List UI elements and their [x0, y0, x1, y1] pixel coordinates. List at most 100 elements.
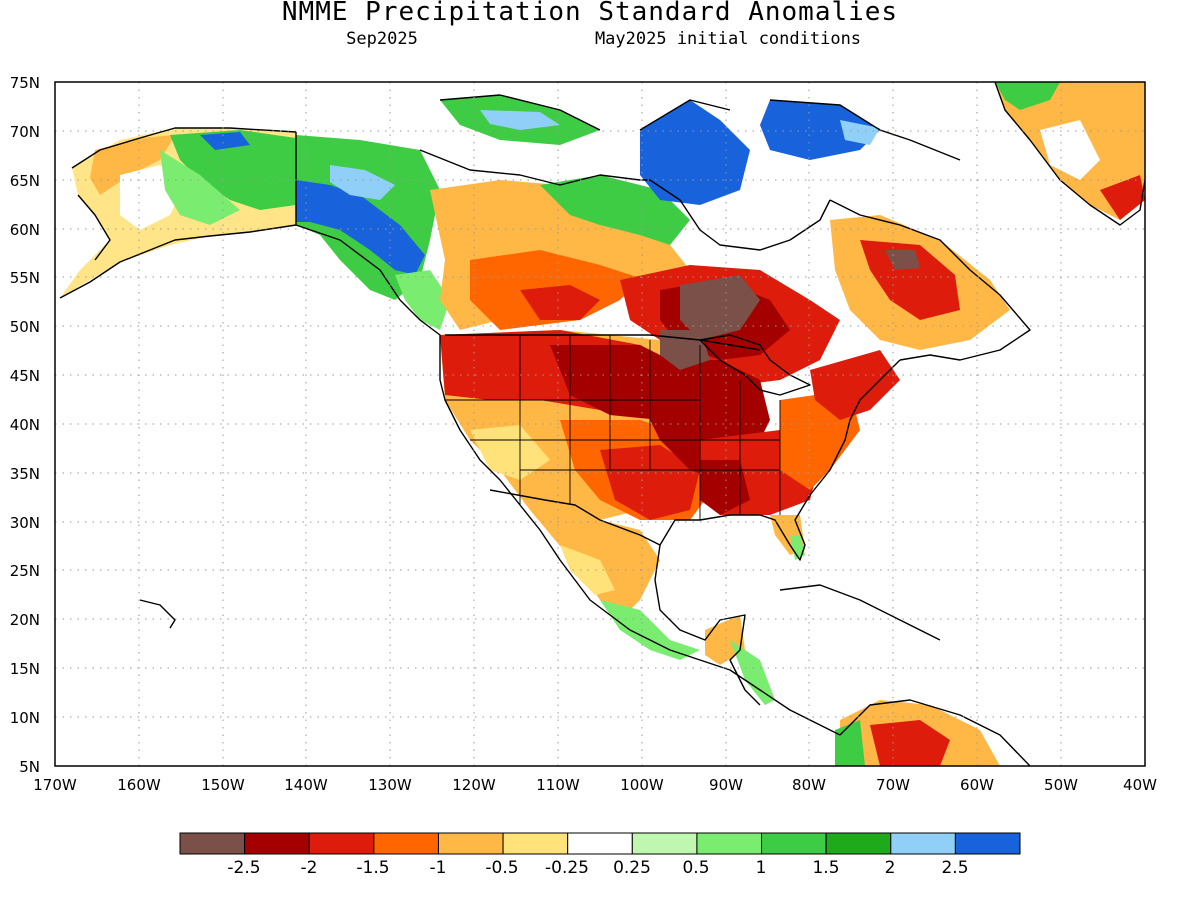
alaska-blue-area [200, 132, 250, 150]
south-america-green-area [835, 720, 865, 766]
lon-label: 90W [709, 776, 743, 794]
greenland-green-area [995, 82, 1060, 110]
colorbar-swatch [244, 832, 310, 855]
lon-label: 40W [1123, 776, 1157, 794]
valid-month-label: Sep2025 [346, 29, 418, 49]
colorbar-label: -1 [430, 858, 447, 878]
colorbar-label: 2.5 [941, 858, 968, 878]
lon-label: 150W [201, 776, 245, 794]
lat-label: 65N [10, 172, 40, 190]
pacific-coastline [399, 299, 841, 736]
colorbar-label: -0.25 [545, 858, 589, 878]
us-state-lines [445, 335, 781, 520]
colorbar-swatches [179, 832, 1021, 855]
hawaii-outline [139, 599, 176, 629]
florida-green-area [790, 535, 805, 560]
alaska-green-area [170, 130, 296, 210]
longitude-labels: 170W 160W 150W 140W 130W 120W 110W 100W … [33, 776, 1157, 794]
lat-label: 35N [10, 465, 40, 483]
colorbar-swatch [631, 832, 698, 855]
nunavut-green-area [540, 175, 690, 245]
arctic-islands-light-blue-area [480, 110, 560, 130]
northeast-red-area [810, 350, 900, 420]
lon-label: 70W [876, 776, 910, 794]
lat-label: 10N [10, 709, 40, 727]
hudson-bay-outline [649, 179, 831, 251]
colorbar-label: -2 [301, 858, 318, 878]
map-panel: 75N 70N 65N 60N 55N 50N 45N 40N 35N 30N … [10, 74, 1157, 794]
us-canada-border [445, 334, 761, 351]
quebec-brown-area [885, 250, 920, 270]
colorbar-label: -2.5 [227, 858, 260, 878]
mexico-gulf-coastline [654, 544, 761, 706]
colorbar-label: 0.25 [613, 858, 651, 878]
lon-label: 80W [792, 776, 826, 794]
colorbar-swatch [696, 832, 763, 855]
colorbar-swatch [502, 832, 569, 855]
lat-label: 45N [10, 367, 40, 385]
ontario-brown-area [680, 275, 760, 340]
gulf-coastline [659, 359, 901, 561]
colorbar-swatch [890, 832, 956, 855]
gridlines [55, 82, 1145, 766]
lat-label: 50N [10, 318, 40, 336]
prairies-dark-red-area [520, 285, 600, 320]
colorbar-label: -0.5 [485, 858, 518, 878]
lat-label: 5N [19, 758, 40, 776]
arctic-coastline [419, 94, 961, 186]
us-mexico-border [489, 489, 661, 546]
lon-label: 160W [117, 776, 161, 794]
lon-label: 120W [452, 776, 496, 794]
colorbar-label: -1.5 [356, 858, 389, 878]
greenland-white-area [1040, 120, 1100, 180]
lat-label: 70N [10, 123, 40, 141]
lat-label: 40N [10, 416, 40, 434]
yukon-light-blue-area [330, 165, 395, 200]
baffin-light-blue-area [840, 120, 880, 145]
lat-label: 20N [10, 611, 40, 629]
colorbar-label: 2 [885, 858, 896, 878]
colorbar-swatch [437, 832, 504, 855]
mississippi-dark-red-area [700, 460, 750, 515]
southwest-yellow-area [470, 425, 550, 480]
lat-label: 55N [10, 269, 40, 287]
colorbar-swatch [825, 832, 892, 855]
colorbar-swatch [567, 832, 633, 855]
great-lakes-outline [699, 334, 811, 396]
alaska-light-green-area [160, 150, 240, 225]
alaska-orange-area [90, 135, 175, 195]
greenland-red-area [1100, 175, 1145, 220]
central-america-green-area [730, 640, 775, 705]
yukon-blue-area [296, 180, 425, 275]
map-frame [54, 81, 1146, 767]
initial-conditions-label: May2025 initial conditions [595, 29, 861, 49]
colorbar-swatch [179, 832, 246, 855]
lon-label: 130W [368, 776, 412, 794]
labrador-coastline [829, 199, 1031, 361]
lon-label: 140W [284, 776, 328, 794]
baffin-blue-area [760, 100, 880, 160]
colorbar-label: 1 [756, 858, 767, 878]
lat-label: 30N [10, 514, 40, 532]
south-america-red-area [870, 720, 950, 766]
colorbar-label: 1.5 [812, 858, 839, 878]
lon-label: 60W [960, 776, 994, 794]
quebec-red-area [860, 240, 960, 320]
bc-coast-green-area [395, 270, 450, 330]
map-title: NMME Precipitation Standard Anomalies [282, 0, 898, 27]
lat-label: 15N [10, 660, 40, 678]
lon-label: 100W [620, 776, 664, 794]
lon-label: 170W [33, 776, 77, 794]
lat-label: 75N [10, 74, 40, 92]
caribbean-coastline [779, 584, 1031, 766]
colorbar-swatch [761, 832, 827, 855]
colorbar-labels: -2.5 -2 -1.5 -1 -0.5 -0.25 0.25 0.5 1 1.… [227, 858, 968, 878]
colorbar-swatch [954, 832, 1021, 855]
lon-label: 110W [536, 776, 580, 794]
anomaly-fields [60, 82, 1145, 766]
alaska-border [295, 132, 401, 301]
lon-label: 50W [1044, 776, 1078, 794]
alaska-coastline [59, 127, 297, 299]
lat-label: 25N [10, 562, 40, 580]
